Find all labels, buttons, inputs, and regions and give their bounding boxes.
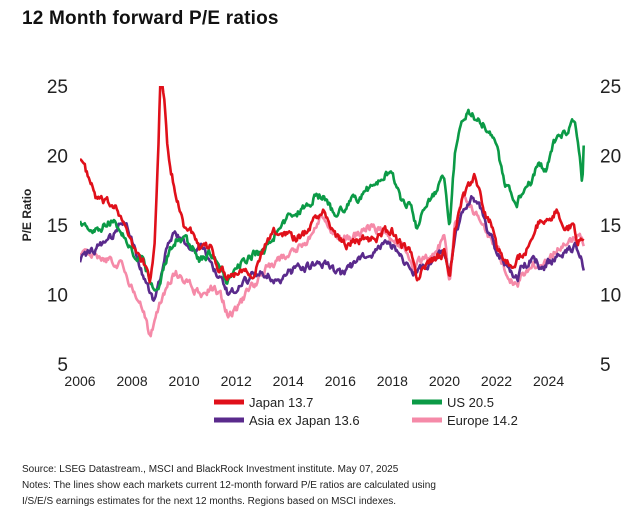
legend-label-2: Asia ex Japan 13.6 <box>249 413 360 428</box>
x-tick-2008: 2008 <box>116 373 147 389</box>
series-lines <box>80 86 585 338</box>
y-tick-right-10: 10 <box>600 286 621 307</box>
series-line-0 <box>80 86 585 284</box>
legend-label-0: Japan 13.7 <box>249 395 313 410</box>
x-tick-2018: 2018 <box>377 373 408 389</box>
x-tick-2020: 2020 <box>429 373 460 389</box>
x-tick-2022: 2022 <box>481 373 512 389</box>
legend-label-1: US 20.5 <box>447 395 494 410</box>
x-tick-2014: 2014 <box>273 373 304 389</box>
y-tick-right-15: 15 <box>600 216 621 237</box>
y-tick-left-15: 15 <box>47 216 68 237</box>
x-tick-2024: 2024 <box>533 373 564 389</box>
y-tick-right-20: 20 <box>600 147 621 168</box>
pe-ratio-chart: 5 10 15 20 25 5 10 15 20 25 2006 2008 2010 2012 2014… <box>20 77 621 428</box>
y-tick-left-25: 25 <box>47 77 68 98</box>
y-axis-right-ticks: 5 10 15 20 25 <box>600 77 621 376</box>
x-axis-ticks: 2006 2008 2010 2012 2014 2016 2018 2020 2022 2024 <box>64 373 564 389</box>
series-line-2 <box>80 195 585 302</box>
y-tick-left-10: 10 <box>47 286 68 307</box>
x-tick-2012: 2012 <box>221 373 252 389</box>
legend: Japan 13.7 US 20.5 Asia ex Japan 13.6 Europ… <box>214 395 518 428</box>
y-tick-left-5: 5 <box>57 355 68 376</box>
x-tick-2010: 2010 <box>169 373 200 389</box>
chart-title: 12 Month forward P/E ratios <box>22 8 279 29</box>
legend-label-3: Europe 14.2 <box>447 413 518 428</box>
y-axis-left-ticks: 5 10 15 20 25 <box>47 77 68 376</box>
x-tick-2006: 2006 <box>64 373 95 389</box>
notes-line-2: I/S/E/S earnings estimates for the next … <box>22 496 397 507</box>
y-tick-right-5: 5 <box>600 355 611 376</box>
x-tick-2016: 2016 <box>325 373 356 389</box>
y-tick-right-25: 25 <box>600 77 621 98</box>
series-line-1 <box>80 108 585 292</box>
source-note: Source: LSEG Datastream., MSCI and Black… <box>22 464 399 475</box>
y-axis-label: P/E Ratio <box>20 189 34 242</box>
y-tick-left-20: 20 <box>47 147 68 168</box>
notes-line-1: Notes: The lines show each markets curre… <box>22 480 436 491</box>
